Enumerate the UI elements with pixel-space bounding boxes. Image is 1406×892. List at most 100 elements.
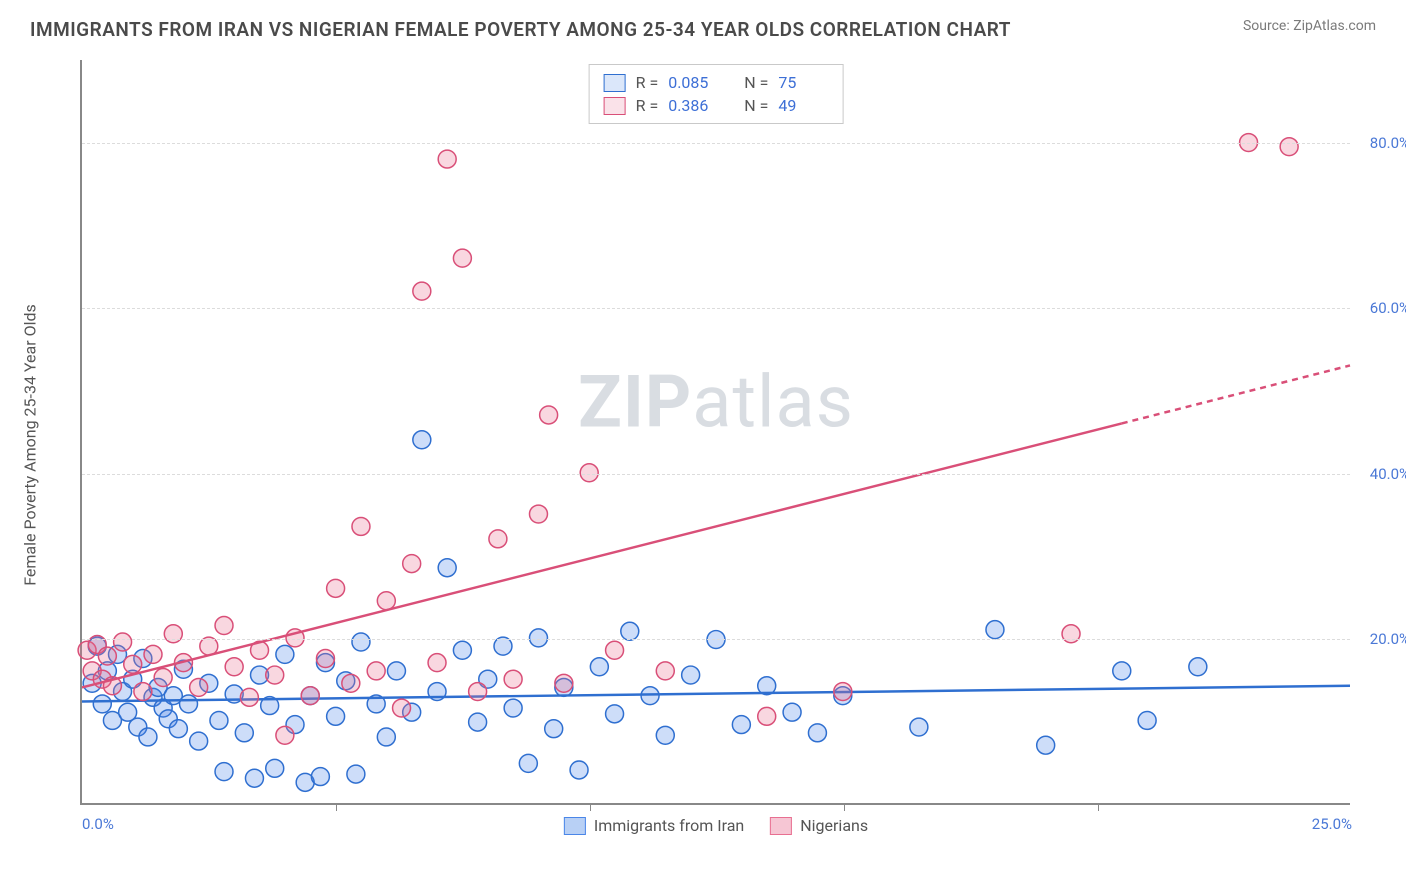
chart-title: IMMIGRANTS FROM IRAN VS NIGERIAN FEMALE … [30, 18, 1011, 41]
data-point [413, 431, 431, 449]
grid-line [82, 474, 1350, 475]
data-point [808, 724, 826, 742]
data-point [732, 716, 750, 734]
data-point [469, 713, 487, 731]
data-point [266, 666, 284, 684]
grid-line [82, 639, 1350, 640]
legend-item: Immigrants from Iran [564, 816, 744, 835]
x-tick [336, 803, 337, 811]
data-point [114, 633, 132, 651]
y-tick-label: 80.0% [1370, 134, 1406, 152]
plot-container: Female Poverty Among 25-34 Year Olds ZIP… [50, 60, 1380, 830]
data-point [590, 658, 608, 676]
data-point [656, 726, 674, 744]
data-point [235, 724, 253, 742]
data-point [504, 699, 522, 717]
data-point [606, 705, 624, 723]
data-point [134, 683, 152, 701]
data-point [342, 674, 360, 692]
data-point [139, 728, 157, 746]
data-point [489, 530, 507, 548]
data-point [154, 669, 172, 687]
data-point [367, 662, 385, 680]
data-point [570, 761, 588, 779]
data-point [986, 621, 1004, 639]
data-point [783, 703, 801, 721]
trend-line [82, 686, 1350, 702]
data-point [910, 718, 928, 736]
data-point [428, 654, 446, 672]
y-tick-label: 60.0% [1370, 299, 1406, 317]
data-point [327, 579, 345, 597]
chart-svg [82, 60, 1350, 803]
data-point [377, 592, 395, 610]
data-point [276, 726, 294, 744]
data-point [529, 629, 547, 647]
data-point [606, 641, 624, 659]
data-point [403, 555, 421, 573]
legend-swatch [564, 817, 586, 835]
plot-area: ZIPatlas R =0.085N =75R =0.386N =49 Immi… [80, 60, 1350, 805]
data-point [453, 641, 471, 659]
trend-line [82, 423, 1122, 687]
data-point [438, 559, 456, 577]
data-point [347, 765, 365, 783]
data-point [453, 249, 471, 267]
data-point [656, 662, 674, 680]
data-point [438, 150, 456, 168]
data-point [1037, 736, 1055, 754]
data-point [276, 645, 294, 663]
x-tick [590, 803, 591, 811]
data-point [190, 678, 208, 696]
data-point [327, 707, 345, 725]
data-point [225, 658, 243, 676]
data-point [316, 650, 334, 668]
legend-item: Nigerians [770, 816, 868, 835]
legend-swatch [770, 817, 792, 835]
source-label: Source: ZipAtlas.com [1243, 18, 1376, 34]
grid-line [82, 308, 1350, 309]
legend-label: Immigrants from Iran [594, 816, 744, 835]
data-point [301, 687, 319, 705]
data-point [352, 517, 370, 535]
data-point [180, 695, 198, 713]
data-point [124, 655, 142, 673]
data-point [266, 759, 284, 777]
x-tick [844, 803, 845, 811]
data-point [529, 505, 547, 523]
legend-label: Nigerians [800, 816, 868, 835]
grid-line [82, 143, 1350, 144]
data-point [215, 617, 233, 635]
data-point [215, 763, 233, 781]
data-point [555, 674, 573, 692]
data-point [1189, 658, 1207, 676]
data-point [682, 666, 700, 684]
x-tick-label: 25.0% [1312, 815, 1352, 833]
data-point [545, 720, 563, 738]
data-point [834, 683, 852, 701]
y-axis-label: Female Poverty Among 25-34 Year Olds [21, 304, 40, 586]
data-point [1280, 138, 1298, 156]
data-point [240, 688, 258, 706]
x-tick [1098, 803, 1099, 811]
data-point [311, 768, 329, 786]
data-point [169, 720, 187, 738]
data-point [1113, 662, 1131, 680]
y-tick-label: 40.0% [1370, 465, 1406, 483]
data-point [580, 464, 598, 482]
y-tick-label: 20.0% [1370, 630, 1406, 648]
data-point [210, 711, 228, 729]
data-point [144, 645, 162, 663]
data-point [469, 683, 487, 701]
data-point [758, 707, 776, 725]
data-point [93, 695, 111, 713]
bottom-legend: Immigrants from Iran Nigerians [564, 816, 868, 835]
data-point [540, 406, 558, 424]
trend-line-extrapolated [1122, 365, 1350, 423]
data-point [190, 732, 208, 750]
data-point [621, 622, 639, 640]
data-point [377, 728, 395, 746]
data-point [387, 662, 405, 680]
data-point [413, 282, 431, 300]
data-point [519, 754, 537, 772]
